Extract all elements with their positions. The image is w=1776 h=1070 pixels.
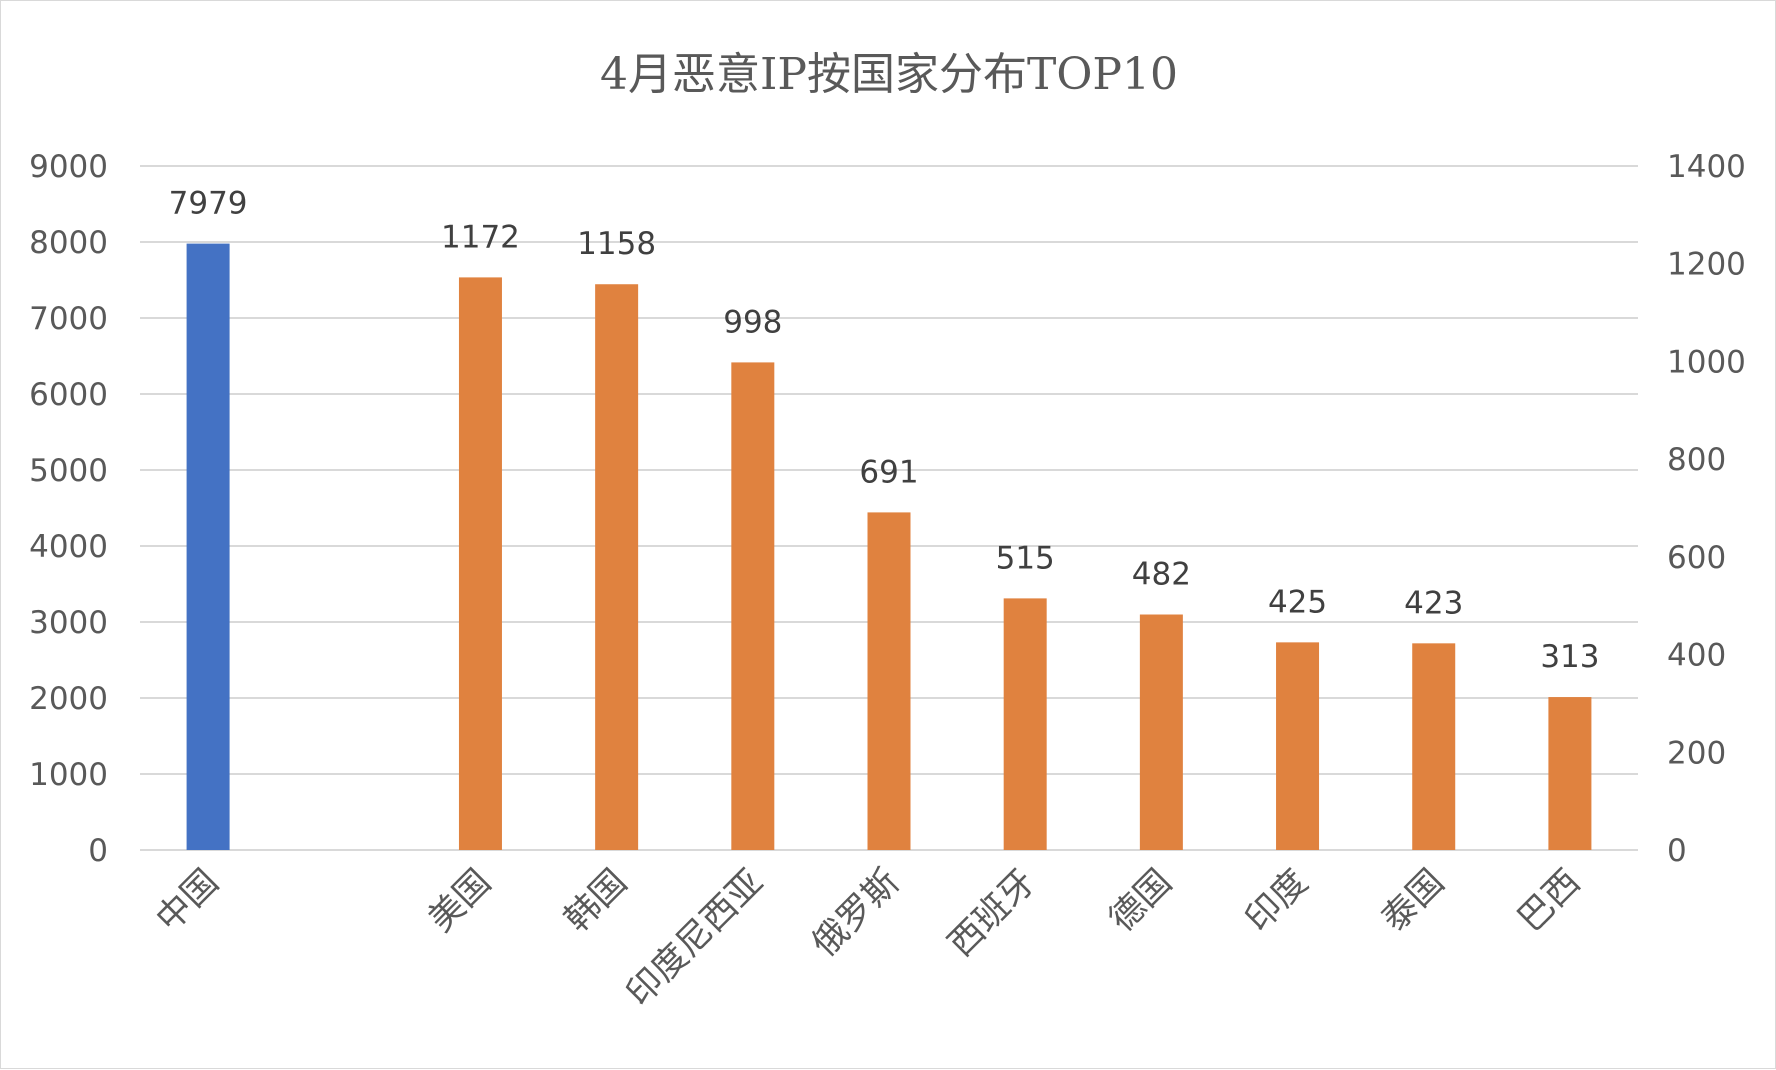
bar: [186, 243, 230, 850]
left-axis-tick-labels: 0 1000 2000 3000 4000 5000 6000 7000 8000 9000: [29, 149, 108, 869]
category-label: 印度尼西亚: [619, 862, 771, 1014]
right-axis-tick-label: 200: [1667, 735, 1726, 771]
left-axis-tick-label: 5000: [29, 453, 108, 489]
data-label: 313: [1540, 639, 1599, 675]
category-label: 印度: [1238, 862, 1316, 940]
right-axis-tick-label: 1400: [1667, 149, 1746, 185]
bar: [731, 362, 775, 850]
category-label: 中国: [149, 862, 227, 940]
left-axis-tick-label: 0: [88, 833, 108, 869]
left-axis-tick-label: 6000: [29, 377, 108, 413]
data-label: 1172: [441, 219, 520, 255]
data-labels: 7979 1172 1158 998 691 515 482 425 423 313: [169, 186, 1600, 675]
data-label: 515: [996, 540, 1055, 576]
data-label: 691: [859, 454, 918, 490]
data-label: 998: [723, 304, 782, 340]
bar: [595, 284, 639, 851]
bar: [458, 277, 502, 850]
bar: [867, 512, 911, 850]
right-axis-tick-label: 1200: [1667, 247, 1746, 283]
data-label: 482: [1132, 557, 1191, 593]
data-label: 425: [1268, 584, 1327, 620]
right-axis-tick-label: 600: [1667, 540, 1726, 576]
category-label: 俄罗斯: [805, 862, 908, 965]
bars: [186, 243, 1592, 851]
bar: [1139, 614, 1183, 850]
category-label: 韩国: [557, 862, 635, 940]
category-label: 西班牙: [941, 862, 1044, 965]
right-axis-tick-labels: 0 200 400 600 800 1000 1200 1400: [1667, 149, 1746, 869]
left-axis-tick-label: 8000: [29, 225, 108, 261]
left-axis-tick-label: 9000: [29, 149, 108, 185]
right-axis-tick-label: 400: [1667, 638, 1726, 674]
left-axis-tick-label: 1000: [29, 757, 108, 793]
left-axis-tick-label: 3000: [29, 605, 108, 641]
data-label: 7979: [169, 186, 248, 222]
data-label: 423: [1404, 585, 1463, 621]
left-axis-tick-label: 7000: [29, 301, 108, 337]
bar: [1548, 697, 1592, 850]
category-label: 德国: [1102, 862, 1180, 940]
bar: [1003, 598, 1047, 850]
bar: [1412, 643, 1456, 850]
left-axis-tick-label: 4000: [29, 529, 108, 565]
right-axis-tick-label: 800: [1667, 442, 1726, 478]
right-axis-tick-label: 1000: [1667, 344, 1746, 380]
right-axis-tick-label: 0: [1667, 833, 1687, 869]
category-label: 泰国: [1374, 862, 1452, 940]
data-label: 1158: [577, 226, 656, 262]
left-axis-tick-label: 2000: [29, 681, 108, 717]
category-label: 巴西: [1510, 862, 1588, 940]
bar: [1276, 642, 1320, 850]
category-label: 美国: [421, 862, 499, 940]
chart-title: 4月恶意IP按国家分布TOP10: [600, 49, 1178, 100]
